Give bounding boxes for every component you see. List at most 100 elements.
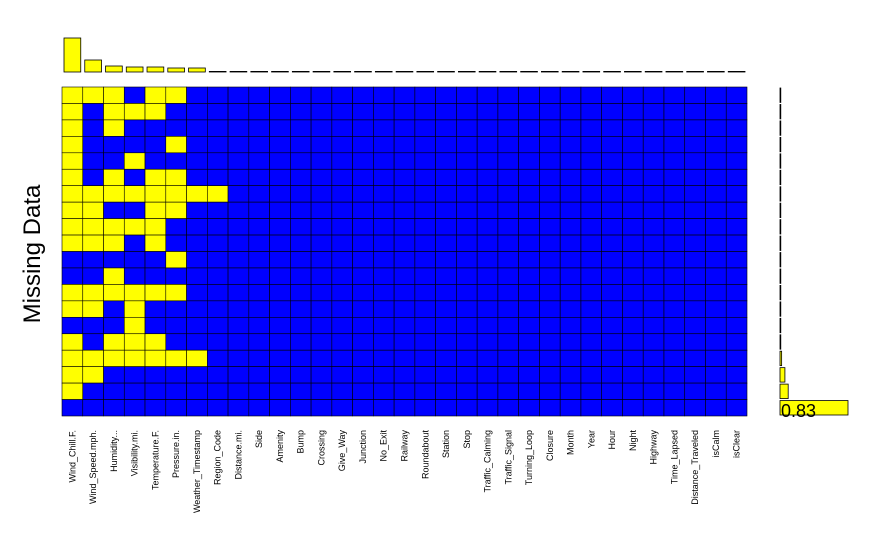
grid-cell [269, 399, 291, 417]
grid-cell [705, 349, 727, 367]
grid-cell [82, 349, 104, 367]
missing-proportion-bar [105, 65, 123, 73]
grid-cell [435, 136, 457, 154]
grid-cell [622, 267, 644, 285]
grid-cell [725, 284, 748, 302]
grid-cell [684, 86, 706, 104]
grid-cell [435, 86, 457, 104]
grid-cell [456, 103, 478, 121]
grid-cell [497, 119, 519, 137]
grid-cell [435, 218, 457, 236]
grid-cell [393, 333, 416, 351]
grid-cell [725, 103, 748, 121]
grid-cell [684, 185, 706, 203]
grid-cell [456, 284, 478, 302]
grid-cell [269, 333, 291, 351]
grid-cell [580, 333, 603, 351]
grid-cell [435, 382, 457, 400]
grid-cell [310, 399, 333, 417]
grid-cell [705, 300, 727, 318]
grid-cell [393, 152, 416, 170]
grid-cell [559, 267, 582, 285]
grid-cell [684, 366, 706, 384]
grid-cell [497, 152, 519, 170]
x-tick-label: Bump [296, 430, 306, 454]
grid-cell [601, 366, 623, 384]
grid-cell [580, 284, 603, 302]
grid-cell [269, 234, 291, 252]
grid-cell [456, 234, 478, 252]
grid-cell [725, 234, 748, 252]
grid-cell [580, 218, 603, 236]
grid-cell [414, 103, 436, 121]
grid-cell [518, 316, 540, 335]
grid-cell [725, 185, 748, 203]
x-tick-label: Humidity... [109, 430, 119, 472]
grid-cell [61, 201, 84, 219]
grid-cell [414, 333, 436, 351]
grid-cell [663, 86, 686, 104]
grid-cell [248, 382, 270, 400]
grid-cell [642, 399, 665, 417]
grid-cell [559, 136, 582, 154]
grid-cell [290, 267, 312, 285]
grid-cell [352, 316, 374, 335]
grid-cell [456, 382, 478, 400]
grid-cell [103, 366, 125, 384]
x-tick-label: Distance_Traveled [690, 430, 700, 505]
grid-cell [539, 316, 561, 335]
grid-cell [601, 300, 623, 318]
grid-cell [684, 267, 706, 285]
grid-cell [144, 333, 167, 351]
grid-cell [144, 119, 167, 137]
grid-cell [269, 103, 291, 121]
grid-cell [82, 152, 104, 170]
grid-cell [539, 399, 561, 417]
grid-cell [518, 201, 540, 219]
x-tick-label: Distance.mi. [233, 430, 243, 480]
grid-cell [705, 366, 727, 384]
grid-cell [352, 382, 374, 400]
grid-cell [663, 300, 686, 318]
grid-cell [393, 349, 416, 367]
grid-cell [103, 119, 125, 137]
grid-cell [186, 168, 208, 187]
x-tick-label: Roundabout [420, 430, 430, 480]
grid-cell [601, 333, 623, 351]
grid-cell [497, 218, 519, 236]
grid-cell [123, 218, 146, 236]
grid-cell [559, 316, 582, 335]
grid-cell [539, 349, 561, 367]
pattern-frequency-bar [779, 169, 782, 186]
grid-cell [456, 218, 478, 236]
grid-cell [290, 136, 312, 154]
missing-proportion-bar [374, 71, 393, 73]
grid-cell [559, 201, 582, 219]
grid-cell [144, 284, 167, 302]
grid-cell [414, 152, 436, 170]
missing-proportion-bar [644, 71, 663, 73]
x-tick-label: isCalm [711, 430, 721, 458]
grid-cell [310, 251, 333, 269]
grid-cell [518, 349, 540, 367]
grid-cell [684, 284, 706, 302]
grid-cell [414, 86, 436, 104]
grid-cell [82, 399, 104, 417]
pattern-frequency-bar [779, 284, 782, 301]
grid-cell [186, 152, 208, 170]
grid-cell [103, 349, 125, 367]
pattern-frequency-bar [779, 104, 782, 120]
grid-cell [82, 86, 104, 104]
grid-cell [725, 399, 748, 417]
grid-cell [82, 316, 104, 335]
grid-cell [476, 136, 499, 154]
grid-cell [144, 349, 167, 367]
grid-cell [559, 168, 582, 187]
grid-cell [539, 251, 561, 269]
grid-cell [61, 86, 84, 104]
grid-cell [310, 234, 333, 252]
grid-cell [684, 152, 706, 170]
grid-cell [269, 316, 291, 335]
grid-cell [269, 366, 291, 384]
grid-cell [248, 136, 270, 154]
